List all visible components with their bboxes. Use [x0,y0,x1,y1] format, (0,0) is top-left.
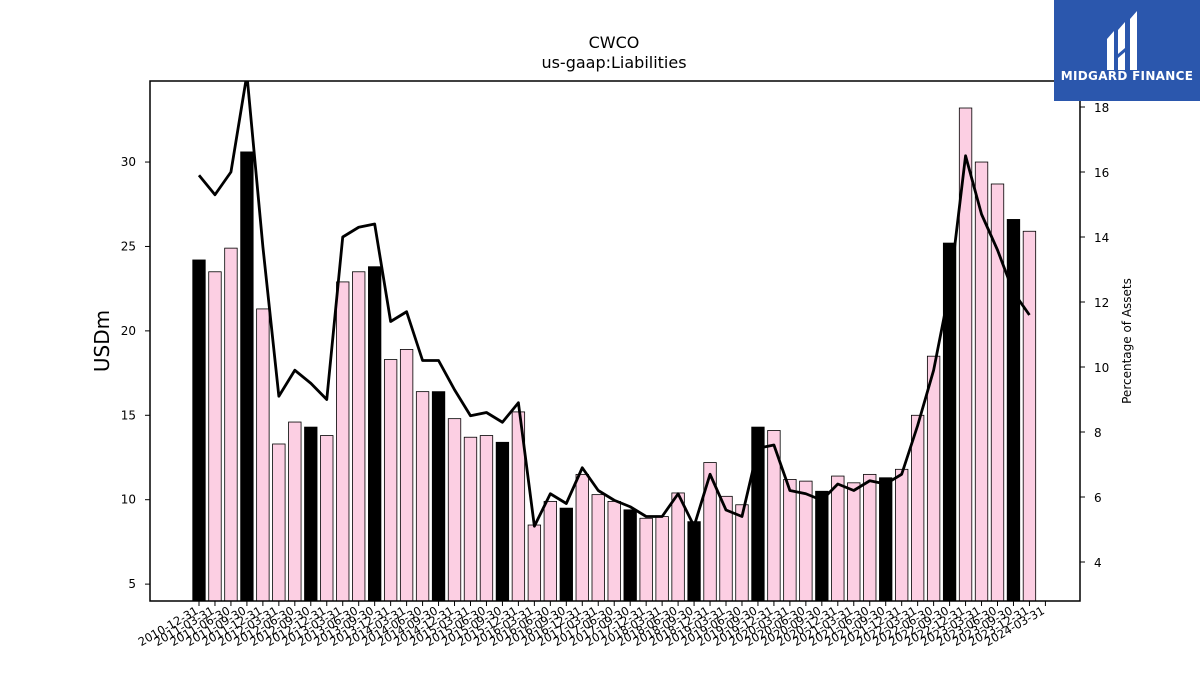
annual-bar [495,441,510,602]
percentage-line [197,81,1031,528]
annual-bar [623,509,637,602]
annual-bar [879,477,893,602]
annual-bar [815,490,829,602]
quarter-bar [863,473,877,602]
y2-tick-label: 12 [1094,296,1109,310]
y-tick-label: 15 [121,408,136,422]
y2-tick-label: 4 [1094,556,1102,570]
annual-bar [304,426,318,602]
bar-group [192,107,1037,602]
y-tick-label: 10 [121,493,136,507]
brand-logo: MIDGARD FINANCE [1054,0,1200,101]
quarter-bar [926,355,941,602]
quarter-bar [399,349,414,602]
quarter-bar [575,473,589,602]
quarter-bar [447,418,462,602]
quarter-bar [735,504,749,602]
y2-tick-label: 10 [1094,361,1109,375]
quarter-bar [336,281,350,602]
annual-bar [431,391,446,602]
quarter-bar [895,468,909,602]
y2-tick-label: 18 [1094,101,1109,115]
y2-tick-label: 14 [1094,231,1109,245]
quarter-bar [607,500,621,602]
quarter-bar [463,436,478,602]
quarter-bar [831,475,845,602]
quarter-bar [543,500,557,602]
annual-bar [1006,219,1021,602]
quarter-bar [256,308,270,602]
quarter-bar [990,183,1005,602]
quarter-bar [224,247,238,602]
y-tick-label: 20 [121,324,136,338]
y2-axis-label: Percentage of Assets [1120,278,1134,404]
annual-bar [559,507,573,602]
quarter-bar [847,482,861,602]
y-tick-label: 5 [128,577,136,591]
quarter-bar [527,524,542,602]
quarter-bar [974,161,989,602]
logo-text: MIDGARD FINANCE [1060,69,1194,83]
annual-bar [368,266,382,602]
chart-subtitle: us-gaap:Liabilities [541,53,686,72]
y2-tick-label: 16 [1094,166,1109,180]
quarter-bar [352,271,366,602]
annual-bar [240,151,254,602]
quarter-bar [272,443,286,602]
quarter-bar [288,421,302,602]
quarter-bar [783,479,797,602]
quarter-bar [208,271,222,602]
quarter-bar [655,516,669,602]
y-tick-label: 30 [121,155,136,169]
y-tick-label: 25 [121,239,136,253]
quarter-bar [799,480,813,602]
quarter-bar [639,517,653,602]
quarter-bar [320,435,334,602]
quarter-bar [1022,230,1037,602]
annual-bar [942,242,957,602]
line-layer [197,81,1031,528]
y2-tick-label: 8 [1094,426,1102,440]
annual-bar [687,521,701,602]
quarter-bar [479,435,494,602]
left-axis: 5 10 15 20 25 30 [121,155,150,591]
quarter-bar [383,359,398,602]
annual-bar [192,259,206,602]
plot-frame [149,80,1081,602]
quarter-bar [591,494,605,602]
logo-mark-icon [1107,11,1137,70]
chart-title: CWCO [589,33,640,52]
y2-tick-label: 6 [1094,491,1102,505]
x-axis: 2010-12-312011-03-312011-06-302011-09-30… [136,601,1047,649]
right-axis: 4 6 8 10 12 14 16 18 [1080,101,1109,570]
quarter-bar [671,492,685,602]
y-axis-label: USDm [90,310,114,372]
quarter-bar [415,391,430,602]
